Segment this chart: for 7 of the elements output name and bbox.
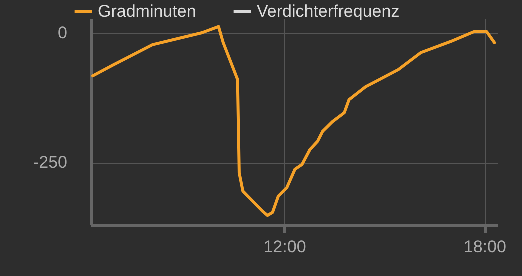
line-series <box>92 25 496 218</box>
legend-label: Gradminuten <box>98 2 196 21</box>
x-tick-label: 18:00 <box>464 238 506 256</box>
x-tick-label: 12:00 <box>264 238 306 256</box>
legend-label: Verdichterfrequenz <box>257 2 400 21</box>
y-tick-label: 0 <box>58 24 68 43</box>
y-tick-label: -250 <box>33 153 68 172</box>
